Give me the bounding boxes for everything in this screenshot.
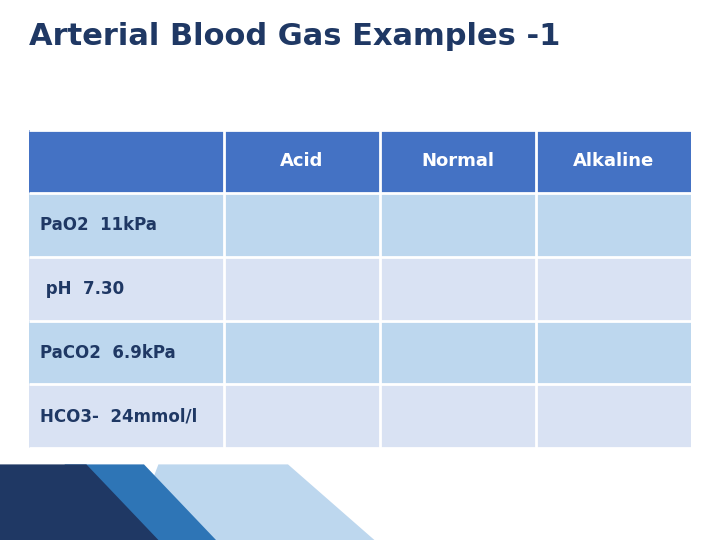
Bar xyxy=(224,321,380,384)
Polygon shape xyxy=(43,464,216,540)
Text: Alkaline: Alkaline xyxy=(572,152,654,171)
Text: Normal: Normal xyxy=(421,152,494,171)
Text: PaO2  11kPa: PaO2 11kPa xyxy=(40,216,156,234)
Text: HCO3-  24mmol/l: HCO3- 24mmol/l xyxy=(40,407,197,426)
Bar xyxy=(380,321,536,384)
Bar xyxy=(536,384,691,448)
Bar xyxy=(29,130,224,193)
Bar xyxy=(380,257,536,321)
Bar xyxy=(380,193,536,257)
Text: pH  7.30: pH 7.30 xyxy=(40,280,124,298)
Bar xyxy=(29,321,224,384)
Bar xyxy=(29,193,224,257)
Bar xyxy=(536,321,691,384)
Bar xyxy=(380,130,536,193)
Polygon shape xyxy=(0,464,158,540)
Bar xyxy=(224,257,380,321)
Bar xyxy=(224,384,380,448)
Bar xyxy=(536,130,691,193)
Bar xyxy=(380,384,536,448)
Text: Arterial Blood Gas Examples -1: Arterial Blood Gas Examples -1 xyxy=(29,22,560,51)
Text: Acid: Acid xyxy=(280,152,324,171)
Bar xyxy=(536,257,691,321)
Bar xyxy=(224,130,380,193)
Bar xyxy=(29,384,224,448)
Bar xyxy=(224,193,380,257)
Text: PaCO2  6.9kPa: PaCO2 6.9kPa xyxy=(40,343,175,362)
Polygon shape xyxy=(130,464,374,540)
Bar xyxy=(536,193,691,257)
Bar xyxy=(29,257,224,321)
